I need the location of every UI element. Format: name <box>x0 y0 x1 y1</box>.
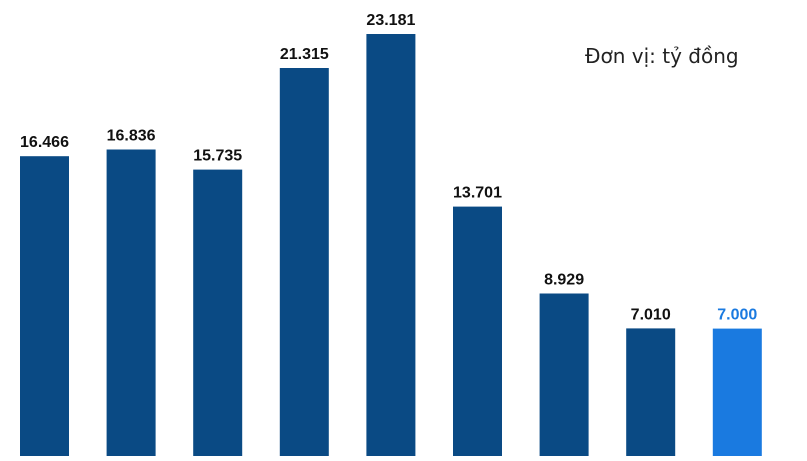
bar-7 <box>539 293 589 456</box>
bar-value-label-7: 8.929 <box>544 272 584 289</box>
bar-value-label-9: 7.000 <box>717 307 757 324</box>
bar-8 <box>626 328 676 456</box>
bar-value-label-3: 15.735 <box>193 148 242 165</box>
bar-value-label-4: 21.315 <box>280 46 329 63</box>
bar-9 <box>712 328 762 456</box>
bar-1 <box>20 156 69 456</box>
bar-4 <box>279 68 329 456</box>
unit-label: Đơn vị: tỷ đồng <box>585 44 739 68</box>
bar-value-label-8: 7.010 <box>631 306 671 323</box>
bar-value-label-5: 23.181 <box>366 12 415 29</box>
bar-5 <box>366 34 416 456</box>
bar-6 <box>453 206 502 456</box>
bar-2 <box>106 149 156 456</box>
bar-value-label-6: 13.701 <box>453 185 502 202</box>
bar-value-label-1: 16.466 <box>20 134 69 151</box>
bar-3 <box>193 169 243 456</box>
bar-value-label-2: 16.836 <box>107 128 156 145</box>
